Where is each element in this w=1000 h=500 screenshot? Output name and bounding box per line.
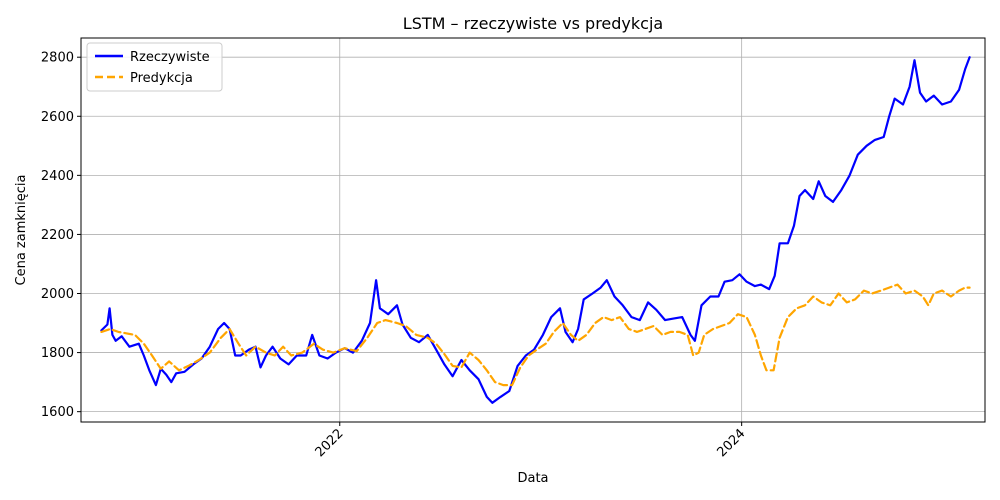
y-tick-label: 2800 [41,51,74,66]
y-tick-label: 1600 [41,405,74,420]
series-lines [100,56,971,404]
legend-label-rzeczywiste: Rzeczywiste [130,50,210,65]
x-axis-label: Data [517,471,548,486]
y-tick-label: 2000 [41,287,74,302]
y-tick-label: 1800 [41,346,74,361]
y-tick-label: 2400 [41,169,74,184]
y-tick-label: 2600 [41,110,74,125]
legend: Rzeczywiste Predykcja [86,42,223,92]
y-axis-label: Cena zamknięcia [14,175,29,286]
plot-frame [80,37,986,423]
legend-label-predykcja: Predykcja [130,71,193,86]
chart-title: LSTM – rzeczywiste vs predykcja [403,14,663,33]
series-line-predykcja [100,283,971,387]
series-line-rzeczywiste [100,56,971,404]
y-tick-label: 2200 [41,228,74,243]
